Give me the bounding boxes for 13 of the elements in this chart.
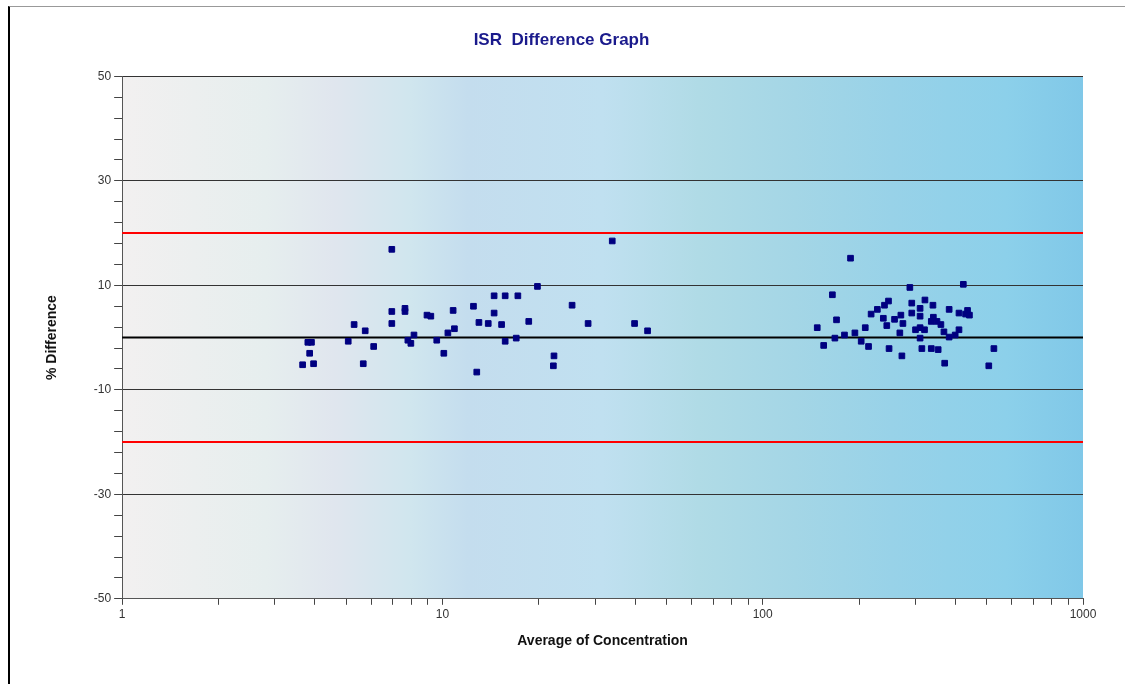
y-tick-label: -30 <box>93 486 112 501</box>
y-tick-label: 50 <box>97 68 112 83</box>
x-axis-title: Average of Concentration <box>517 632 688 649</box>
x-tick-label: 1 <box>118 607 126 622</box>
y-tick-label: -10 <box>93 382 112 397</box>
y-axis-title: % Difference <box>43 294 60 381</box>
chart-title: ISR Difference Graph <box>473 29 650 49</box>
x-tick-label: 100 <box>752 607 774 622</box>
x-tick-label: 1000 <box>1069 607 1097 622</box>
y-tick-label: 30 <box>97 173 112 188</box>
x-tick-label: 10 <box>435 607 450 622</box>
y-tick-label: -50 <box>93 591 112 606</box>
y-tick-label: 10 <box>97 277 112 292</box>
